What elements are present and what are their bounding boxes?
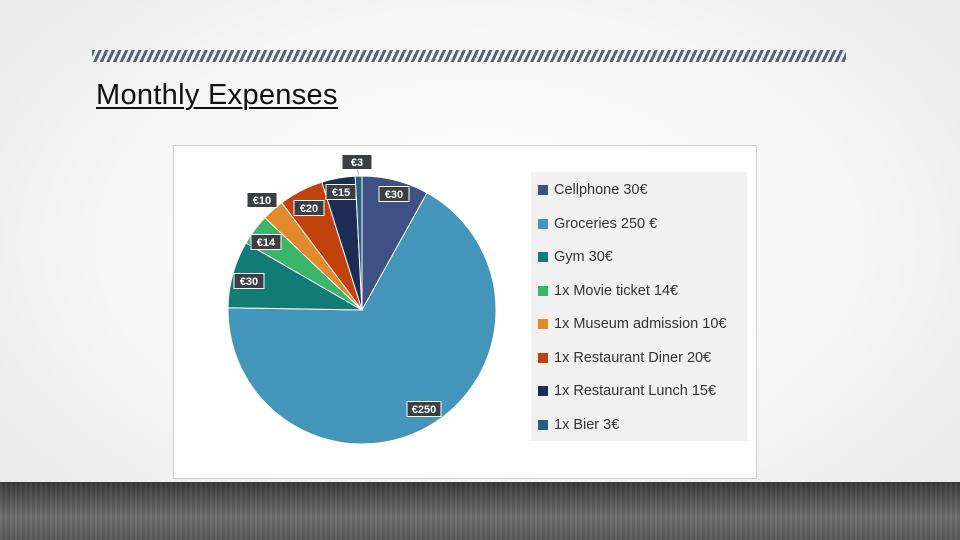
- pie-slice: [354, 175, 363, 311]
- data-label: €3: [351, 157, 363, 169]
- data-label-box: [246, 192, 278, 208]
- data-label: €10: [253, 195, 271, 207]
- legend-item: 1x Museum admission 10€: [538, 316, 726, 332]
- legend-label: Cellphone 30€: [554, 182, 648, 198]
- legend-label: 1x Museum admission 10€: [554, 316, 727, 332]
- legend-label: 1x Movie ticket 14€: [554, 282, 679, 299]
- legend-item: Cellphone 30€: [538, 182, 648, 198]
- data-label: €20: [300, 203, 318, 215]
- data-label: €250: [412, 404, 436, 416]
- data-label-box: [233, 273, 265, 289]
- data-label: €15: [332, 187, 350, 199]
- legend-swatch: [538, 185, 548, 195]
- data-label-box: [341, 154, 373, 170]
- legend-swatch: [538, 319, 548, 329]
- legend-item: Gym 30€: [538, 249, 613, 265]
- legend-box: [531, 172, 747, 441]
- legend-swatch: [538, 419, 548, 430]
- legend-swatch: [538, 352, 548, 363]
- data-label: €30: [240, 276, 258, 288]
- legend-swatch: [538, 285, 548, 296]
- data-label: €30: [385, 189, 403, 201]
- legend-label: 1x Restaurant Lunch 15€: [554, 383, 717, 399]
- data-label-box: [293, 200, 325, 216]
- pie-slice: [227, 192, 497, 445]
- decorative-hatch-bar: [92, 50, 846, 62]
- data-label-box: [406, 401, 442, 417]
- data-label-box: [378, 186, 410, 202]
- data-label-leader: [356, 169, 359, 175]
- legend-label: Groceries 250 €: [554, 215, 658, 232]
- data-label: €14: [257, 237, 276, 249]
- legend-swatch: [538, 386, 548, 396]
- legend-label: 1x Bier 3€: [554, 416, 620, 433]
- legend-item: 1x Movie ticket 14€: [538, 283, 678, 299]
- legend-swatch: [538, 218, 548, 229]
- legend-swatch: [538, 252, 548, 262]
- legend-item: Groceries 250 €: [538, 216, 657, 232]
- legend-item: 1x Restaurant Diner 20€: [538, 350, 711, 366]
- legend-label: Gym 30€: [554, 249, 613, 265]
- floor-texture: [0, 482, 960, 540]
- legend-item: 1x Restaurant Lunch 15€: [538, 383, 716, 399]
- legend-item: 1x Bier 3€: [538, 417, 619, 433]
- legend-label: 1x Restaurant Diner 20€: [554, 349, 712, 366]
- data-label-box: [250, 234, 282, 250]
- slide-title: Monthly Expenses: [96, 79, 338, 111]
